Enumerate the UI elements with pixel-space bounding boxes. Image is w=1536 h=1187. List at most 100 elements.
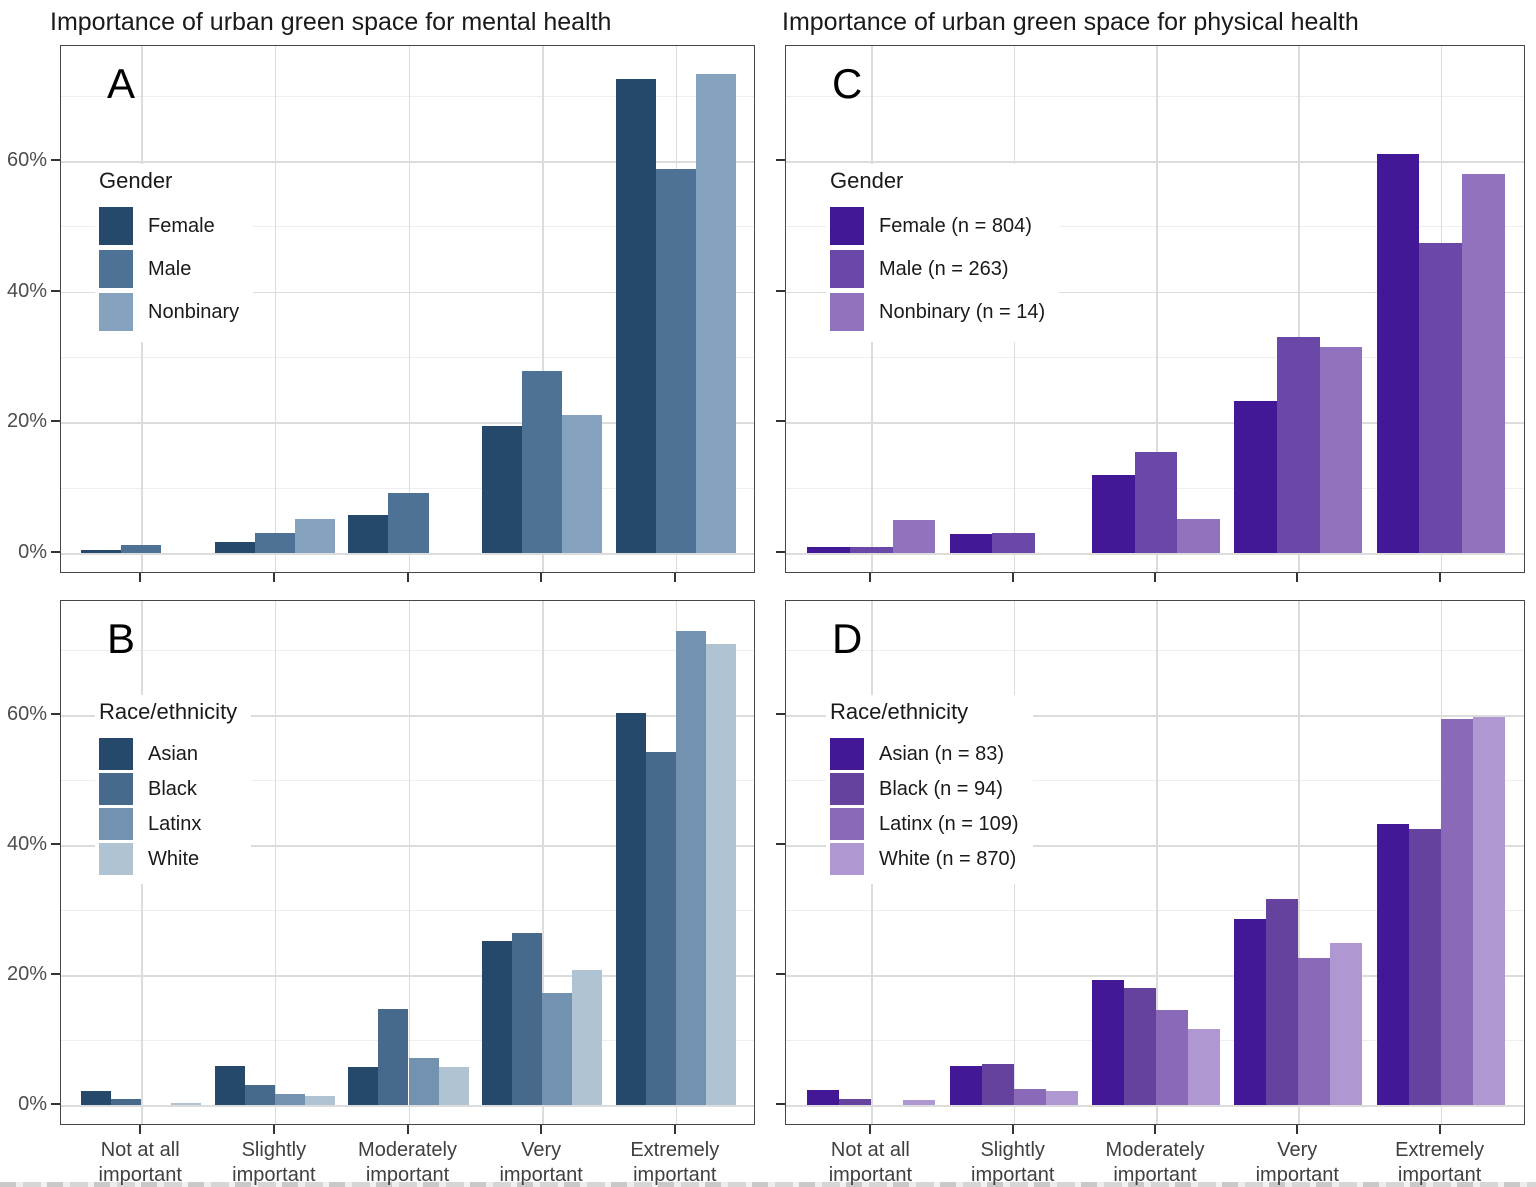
gridline-minor	[61, 780, 754, 782]
legend-label: Female	[148, 214, 215, 237]
legend-item: Asian	[99, 738, 237, 770]
panel-letter-B: B	[107, 615, 136, 662]
bar-D-1-1	[807, 1090, 840, 1106]
legend-item: Black	[99, 773, 237, 805]
bar-B-1-3	[348, 1066, 379, 1106]
legend-title: Gender	[830, 168, 904, 193]
bar-C-3-3	[1177, 519, 1221, 554]
bar-B-2-2	[244, 1085, 275, 1106]
bar-B-1-4	[482, 941, 513, 1106]
gridline-minor	[786, 357, 1524, 359]
bar-C-3-1	[892, 519, 936, 554]
bar-B-3-2	[274, 1094, 305, 1106]
bar-B-2-4	[512, 933, 543, 1106]
bar-B-4-5	[705, 643, 736, 1106]
gridline-minor	[61, 95, 754, 97]
legend-label: Black	[148, 777, 197, 800]
panel-letter-C: C	[832, 60, 863, 107]
legend-label: Nonbinary	[148, 300, 240, 323]
bar-A-3-5	[695, 74, 736, 554]
y-axis-tick	[776, 420, 785, 423]
y-axis-label-40%: 40%	[6, 279, 47, 302]
y-axis-tick	[51, 1103, 60, 1106]
bar-D-1-3	[1091, 979, 1124, 1106]
legend-item: Female (n = 804)	[830, 207, 1045, 245]
x-axis-tick	[1438, 1125, 1441, 1134]
gridline-vertical	[1156, 601, 1158, 1124]
y-axis-label-60%: 60%	[6, 149, 47, 171]
gridline-vertical	[274, 46, 277, 572]
gridline-major	[61, 1105, 754, 1107]
bar-D-2-4	[1266, 898, 1299, 1106]
legend-swatch	[830, 207, 864, 245]
cropped-text-strip	[0, 1182, 1536, 1187]
legend-swatch	[99, 808, 133, 840]
bar-D-1-4	[1234, 919, 1267, 1106]
y-axis-tick	[776, 551, 785, 554]
x-axis-tick	[673, 1125, 676, 1134]
panel-A: A Gender Female Male Nonbinary	[60, 45, 755, 573]
gridline-minor	[786, 95, 1524, 97]
bar-C-3-4	[1319, 346, 1363, 554]
x-axis-tick	[673, 573, 676, 582]
legend-swatch	[830, 773, 864, 805]
bar-A-3-4	[562, 414, 603, 554]
legend-item: Nonbinary (n = 14)	[830, 293, 1045, 331]
gridline-minor	[61, 650, 754, 652]
bar-B-4-1	[171, 1103, 202, 1106]
x-axis-tick	[1154, 573, 1156, 582]
y-axis-tick	[51, 159, 60, 161]
legend-swatch	[99, 250, 133, 288]
gridline-minor	[786, 780, 1524, 782]
legend-swatch	[99, 843, 133, 875]
y-axis-label-20%: 20%	[6, 410, 47, 433]
x-axis-tick	[139, 1125, 142, 1134]
legend-swatch	[830, 250, 864, 288]
gridline-minor	[61, 487, 754, 489]
x-axis-label-1: Not at all important	[828, 1139, 913, 1186]
legend-B: Race/ethnicity Asian Black Latinx White	[95, 695, 252, 884]
gridline-vertical	[1156, 46, 1158, 572]
gridline-minor	[61, 910, 754, 912]
y-axis-tick	[51, 289, 60, 292]
bar-D-4-2	[1045, 1090, 1078, 1106]
legend-label: Asian (n = 83)	[879, 742, 1005, 765]
gridline-major	[61, 845, 754, 847]
legend-swatch	[830, 738, 864, 770]
legend-title: Race/ethnicity	[830, 699, 969, 724]
y-axis-tick	[776, 1103, 785, 1106]
legend-item: Black (n = 94)	[830, 773, 1019, 805]
y-axis-tick	[51, 973, 60, 976]
x-axis-tick	[139, 573, 142, 582]
gridline-major	[61, 291, 754, 294]
bar-B-4-2	[304, 1096, 335, 1106]
y-axis-tick	[51, 551, 60, 554]
legend-swatch	[830, 808, 864, 840]
gridline-major	[61, 161, 754, 163]
gridline-vertical	[542, 46, 544, 572]
legend-label: Asian	[148, 742, 199, 765]
gridline-major	[786, 845, 1524, 847]
y-axis-label-0%: 0%	[18, 1093, 47, 1116]
legend-swatch	[99, 773, 133, 805]
gridline-major	[786, 422, 1524, 424]
legend-swatch	[99, 293, 133, 331]
bar-A-2-4	[522, 371, 563, 554]
x-axis-label-4: Very important	[1255, 1139, 1339, 1186]
bar-D-4-1	[903, 1100, 936, 1106]
gridline-vertical	[274, 601, 277, 1124]
gridline-minor	[786, 226, 1524, 228]
legend-label: Nonbinary (n = 14)	[879, 300, 1046, 323]
bar-B-2-5	[645, 752, 676, 1106]
gridline-vertical	[408, 46, 411, 572]
x-axis-label-3: Moderately important	[1105, 1139, 1205, 1186]
bar-C-1-2	[949, 534, 993, 554]
bar-A-2-1	[121, 545, 162, 554]
bar-D-3-2	[1013, 1088, 1046, 1106]
y-axis-tick	[776, 289, 785, 292]
legend-item: Male (n = 263)	[830, 250, 1045, 288]
bar-A-1-1	[81, 550, 122, 554]
bar-C-2-5	[1419, 242, 1462, 554]
panel-letter-A: A	[107, 60, 136, 107]
legend-item: White	[99, 843, 237, 875]
